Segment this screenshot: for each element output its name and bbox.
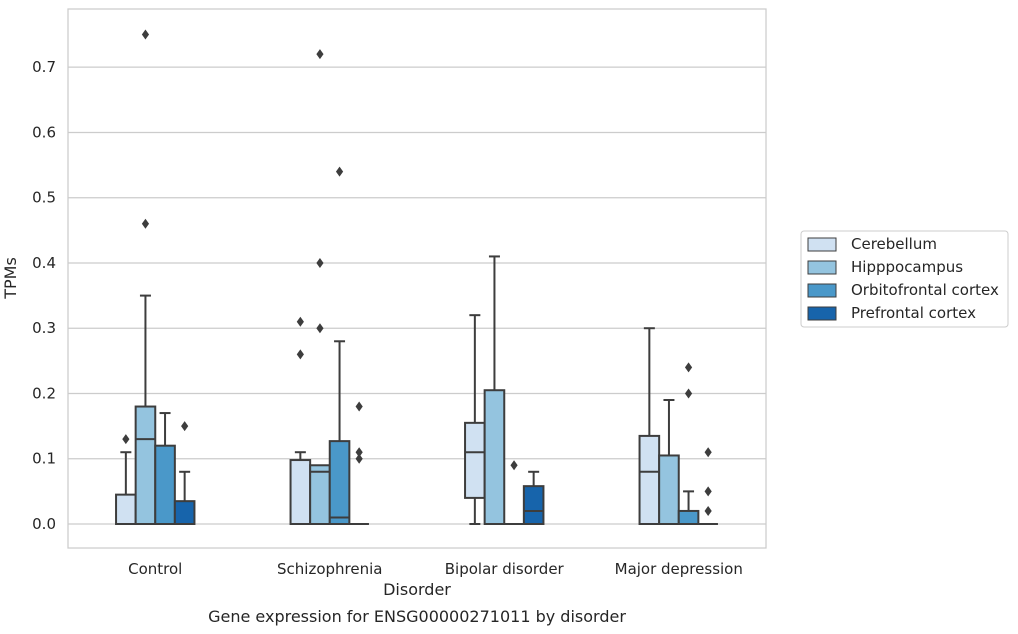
outlier-point	[316, 323, 324, 334]
legend-swatch	[807, 237, 837, 252]
outlier-point	[355, 453, 363, 464]
y-tick-label: 0.0	[32, 515, 56, 533]
legend-label: Cerebellum	[851, 235, 937, 253]
outlier-point	[141, 218, 150, 229]
legend-label: Prefrontal cortex	[851, 304, 976, 322]
box-body	[134, 405, 157, 526]
box	[173, 421, 196, 525]
x-tick-label: Control	[128, 560, 182, 578]
outlier-point	[704, 486, 712, 497]
box-body	[115, 493, 137, 525]
category-group	[638, 327, 718, 525]
category-group	[464, 255, 545, 526]
outlier-point	[704, 505, 712, 516]
outlier-point	[684, 388, 693, 399]
outlier-point	[316, 49, 324, 60]
box-body	[173, 500, 196, 525]
box-body	[464, 421, 486, 499]
box	[154, 412, 176, 525]
outlier-point	[684, 362, 693, 373]
outlier-point	[316, 257, 324, 268]
box	[698, 447, 718, 525]
plot-area-frame	[67, 8, 767, 549]
box	[349, 401, 369, 525]
box-body	[677, 509, 700, 525]
y-tick-label: 0.4	[32, 254, 56, 272]
outlier-point	[122, 434, 130, 445]
gridlines	[68, 66, 766, 525]
box	[289, 316, 312, 525]
box-groups	[115, 29, 718, 526]
box	[328, 166, 351, 526]
box	[464, 314, 486, 525]
chart-caption: Gene expression for ENSG00000271011 by d…	[208, 607, 626, 626]
legend-swatch	[807, 283, 837, 298]
legend-label: Orbitofrontal cortex	[851, 281, 999, 299]
box-body	[522, 485, 545, 525]
box-body	[328, 440, 351, 526]
outlier-point	[335, 166, 344, 177]
box	[522, 470, 545, 525]
outlier-point	[296, 316, 304, 327]
box	[677, 362, 700, 525]
box	[658, 399, 680, 525]
box-body	[289, 459, 312, 525]
x-tick-label: Bipolar disorder	[445, 560, 565, 578]
box-body	[483, 389, 506, 526]
outlier-point	[704, 447, 712, 458]
category-group	[289, 49, 369, 526]
category-group	[115, 29, 196, 526]
y-tick-label: 0.5	[32, 189, 56, 207]
legend-frame	[800, 230, 1009, 328]
y-tick-labels: 0.0 0.1 0.2 0.3 0.4 0.5 0.6 0.7	[32, 58, 56, 533]
y-tick-label: 0.1	[32, 450, 56, 468]
box	[504, 460, 524, 525]
outlier-point	[355, 447, 363, 458]
x-tick-labels: Control Schizophrenia Bipolar disorder Majo…	[128, 560, 743, 578]
outlier-point	[510, 460, 518, 471]
x-axis-label: Disorder	[383, 580, 451, 599]
box	[115, 434, 137, 525]
box	[483, 255, 506, 526]
y-tick-label: 0.7	[32, 58, 56, 76]
y-axis-label: TPMs	[1, 257, 20, 300]
box-body	[658, 454, 680, 525]
legend: Cerebellum Hipppocampus Orbitofrontal cort…	[800, 230, 1009, 328]
legend-swatch	[807, 260, 837, 275]
box-body	[638, 434, 661, 525]
box-body	[309, 464, 331, 525]
outlier-point	[296, 349, 304, 360]
y-tick-label: 0.3	[32, 319, 56, 337]
legend-label: Hipppocampus	[851, 258, 963, 276]
legend-items: Cerebellum Hipppocampus Orbitofrontal cort…	[807, 235, 999, 322]
y-tick-label: 0.2	[32, 384, 56, 402]
x-tick-label: Major depression	[615, 560, 743, 578]
x-tick-label: Schizophrenia	[277, 560, 382, 578]
legend-swatch	[807, 306, 837, 321]
box	[638, 327, 661, 525]
outlier-point	[355, 401, 363, 412]
outlier-point	[141, 29, 150, 40]
outlier-point	[181, 421, 189, 432]
box-body	[154, 444, 176, 525]
y-tick-label: 0.6	[32, 123, 56, 141]
box	[309, 49, 331, 525]
box	[134, 29, 157, 526]
